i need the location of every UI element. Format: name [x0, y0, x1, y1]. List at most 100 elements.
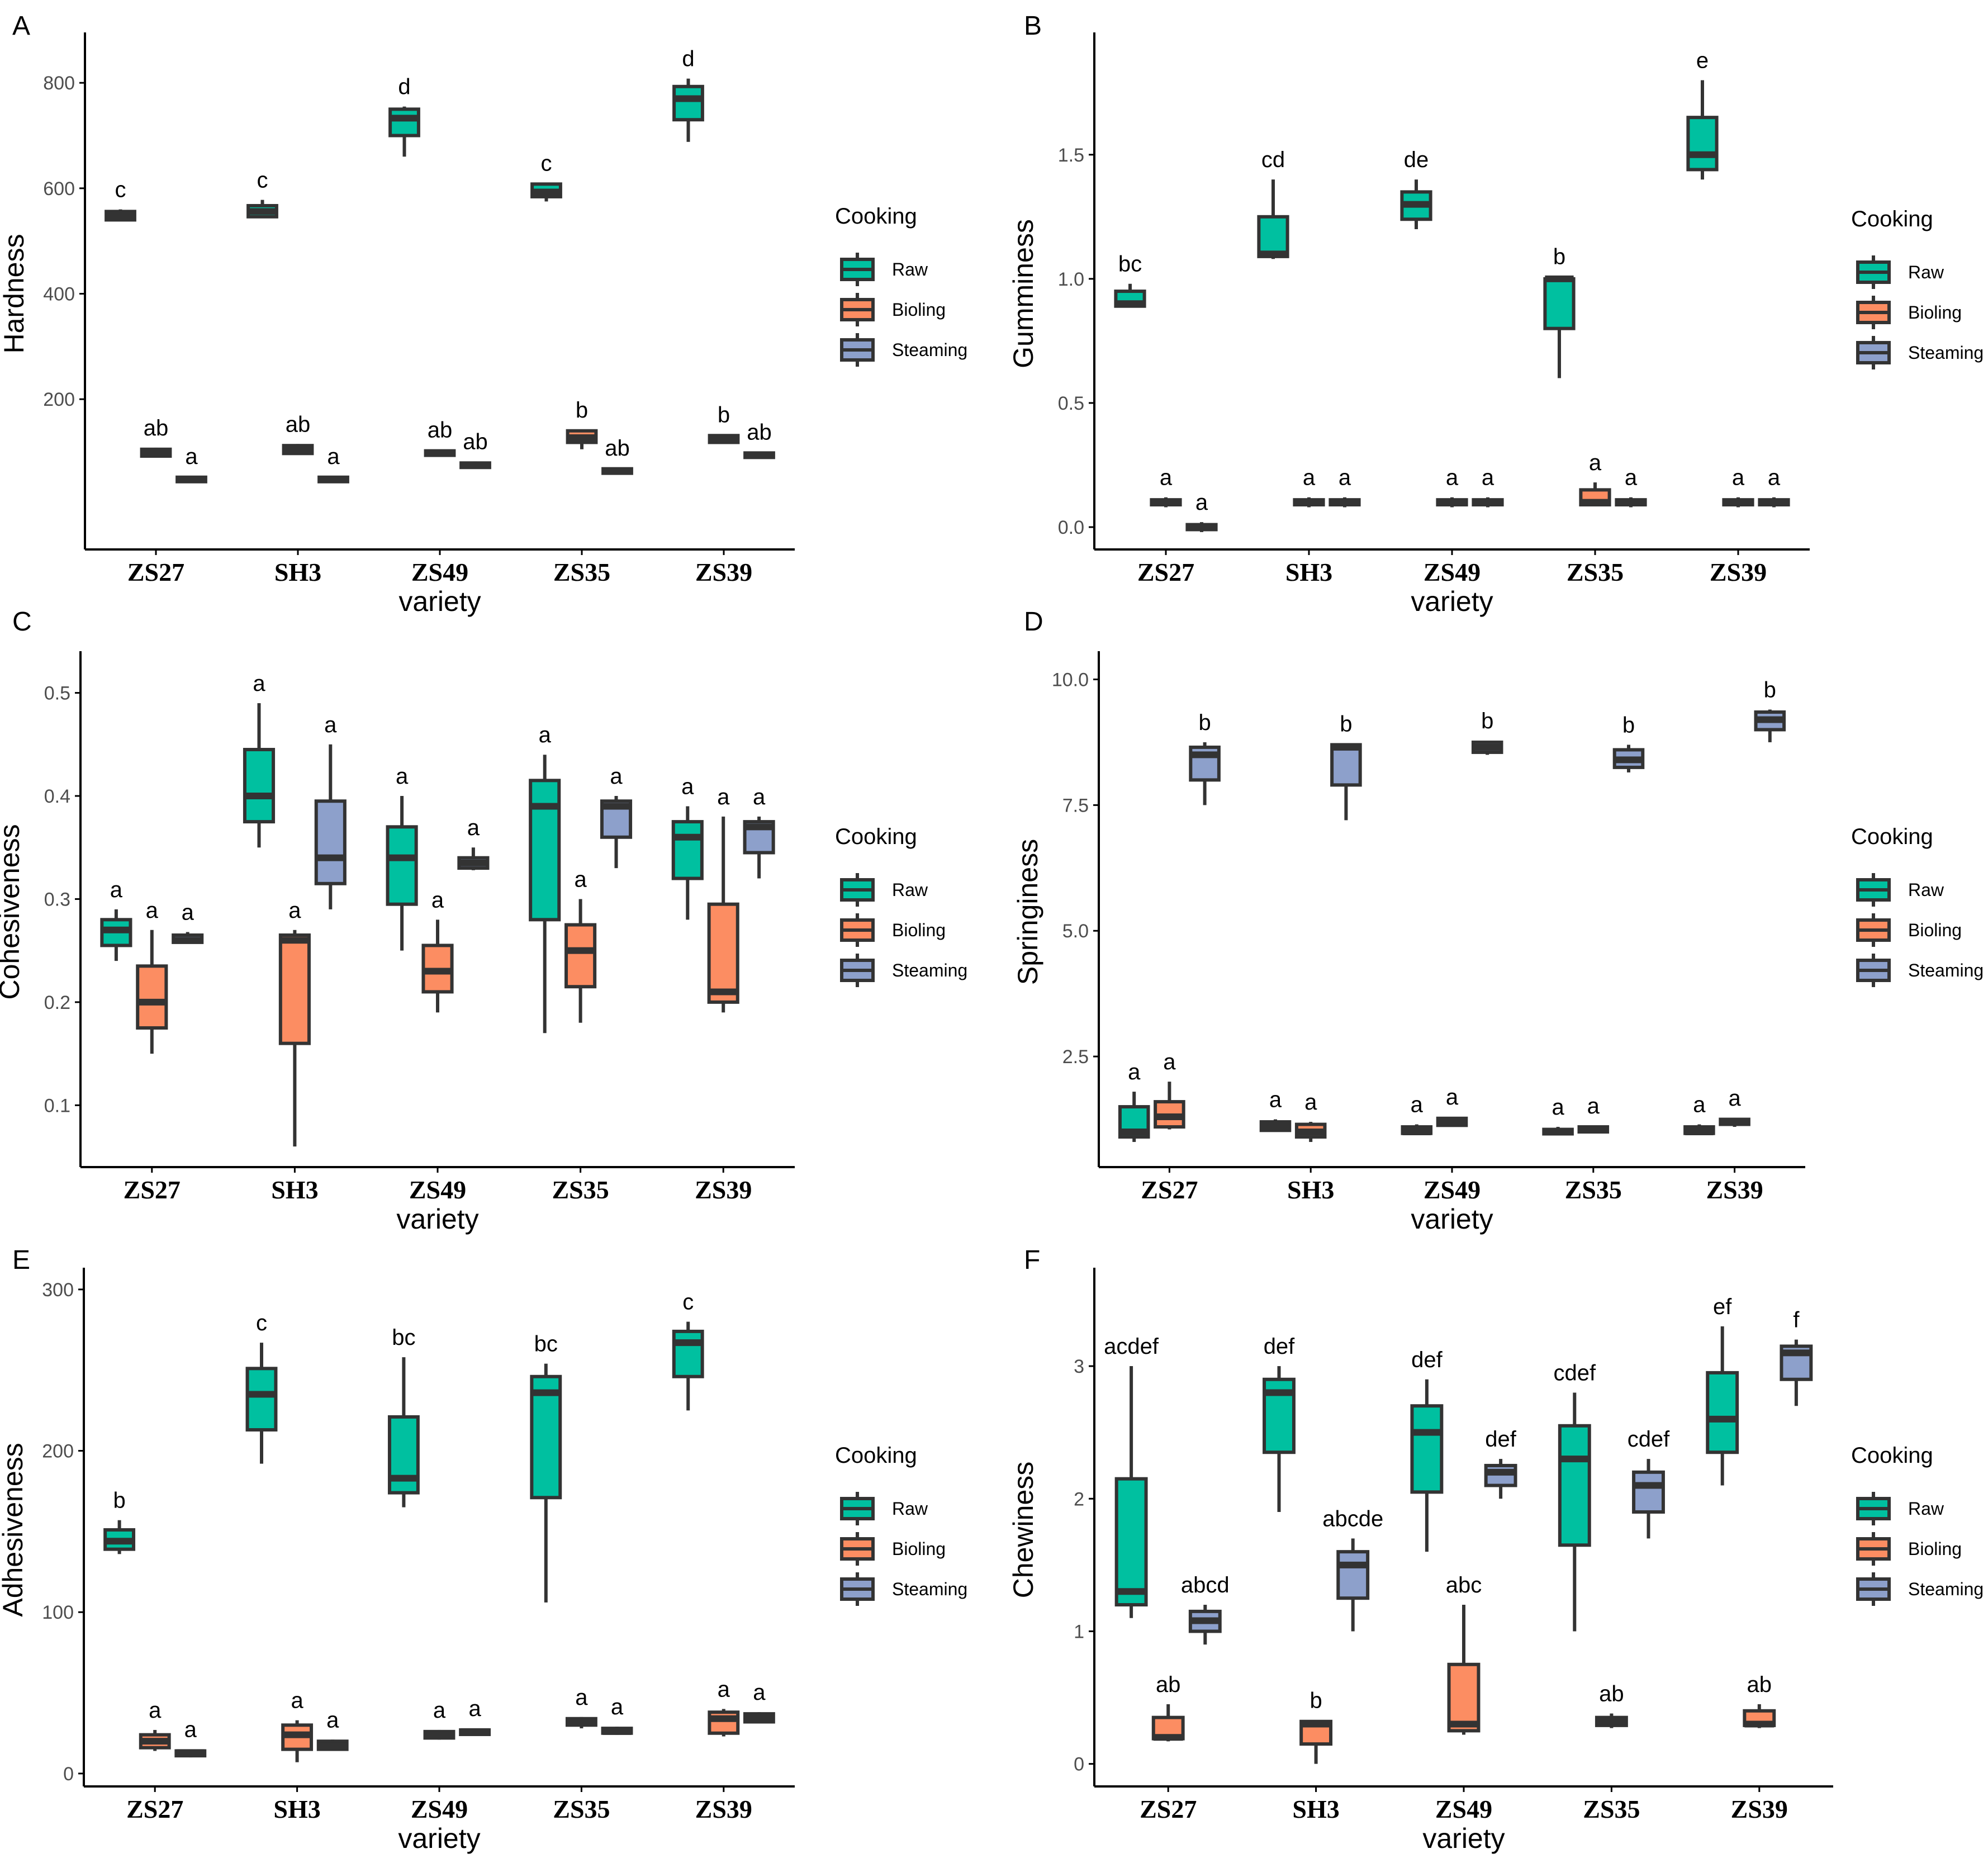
- panel-a: A 200 400 600 800 ZS27 SH3 ZS49 ZS35 ZS39 variety H…: [0, 11, 967, 617]
- box-raw: a: [1683, 1093, 1715, 1136]
- legend-item-steaming: Steaming: [840, 1572, 967, 1606]
- box-bioling: a: [1722, 466, 1754, 508]
- box-steaming: b: [1471, 709, 1503, 755]
- x-tick-label: ZS49: [1424, 1175, 1481, 1204]
- legend-label: Bioling: [892, 1539, 946, 1559]
- significance-label: f: [1793, 1308, 1800, 1333]
- x-tick-label: ZS27: [126, 1795, 183, 1823]
- x-tick-label: ZS27: [127, 558, 184, 586]
- legend-item-raw: Raw: [840, 873, 928, 907]
- y-axis-title: Adhesiveness: [0, 1443, 29, 1617]
- x-tick-label: ZS35: [553, 1795, 610, 1823]
- significance-label: def: [1411, 1348, 1443, 1372]
- legend-item-bioling: Bioling: [1856, 1532, 1962, 1566]
- x-axis-title: variety: [398, 1823, 480, 1854]
- legend-item-bioling: Bioling: [840, 1532, 946, 1566]
- significance-label: c: [257, 168, 268, 193]
- significance-label: a: [1411, 1093, 1424, 1117]
- legend: Cooking Raw Bioling Steaming: [1851, 824, 1984, 987]
- box-bioling: a: [1293, 466, 1325, 508]
- significance-label: e: [1696, 49, 1709, 73]
- legend-title: Cooking: [1851, 1443, 1933, 1468]
- box-bioling: a: [1577, 1094, 1610, 1134]
- legend-title: Cooking: [1851, 824, 1933, 849]
- x-axis-title: variety: [1411, 586, 1493, 617]
- box-bioling: a: [1579, 451, 1611, 507]
- x-tick-label: ZS27: [1137, 558, 1194, 586]
- box-bioling: a: [565, 1685, 597, 1729]
- box-steaming: ab: [459, 429, 491, 470]
- box-steaming: a: [1185, 490, 1218, 532]
- y-axis-title: Springiness: [1012, 839, 1043, 985]
- box-bioling: ab: [1743, 1672, 1776, 1728]
- x-tick-label: ZS27: [124, 1175, 181, 1204]
- legend-item-steaming: Steaming: [840, 954, 967, 987]
- x-tick-label: SH3: [1285, 558, 1332, 586]
- box-raw: a: [671, 774, 704, 920]
- x-axis-title: variety: [396, 1203, 478, 1235]
- legend-item-raw: Raw: [1856, 1492, 1944, 1525]
- box-bioling: a: [1436, 466, 1468, 508]
- box-steaming: a: [175, 444, 207, 483]
- legend-label: Bioling: [1908, 1539, 1962, 1559]
- y-tick-label: 0.1: [44, 1095, 70, 1116]
- legend-label: Raw: [1908, 1499, 1944, 1519]
- significance-label: b: [576, 398, 588, 423]
- significance-label: c: [256, 1311, 267, 1335]
- box-body: [707, 902, 739, 1004]
- x-tick-label: ZS35: [1583, 1795, 1640, 1823]
- legend-label: Bioling: [892, 920, 946, 940]
- box-raw: bc: [1114, 252, 1146, 308]
- y-tick-label: 600: [43, 178, 75, 200]
- y-tick-label: 0.0: [1058, 517, 1084, 538]
- legend-title: Cooking: [835, 1443, 917, 1468]
- box-steaming: a: [459, 1696, 491, 1736]
- significance-label: a: [1269, 1088, 1282, 1112]
- box-raw: c: [245, 1311, 278, 1464]
- panel-letter: E: [12, 1245, 30, 1275]
- y-tick-label: 0.4: [44, 786, 70, 807]
- legend-item-steaming: Steaming: [840, 333, 967, 367]
- box-steaming: cdef: [1628, 1427, 1670, 1539]
- significance-label: a: [717, 785, 730, 809]
- box-raw: ef: [1706, 1295, 1739, 1486]
- box-bioling: a: [707, 785, 739, 1013]
- x-tick-label: ZS39: [695, 1175, 752, 1204]
- box-bioling: a: [1154, 1050, 1185, 1130]
- x-tick-label: SH3: [1287, 1175, 1334, 1204]
- significance-label: a: [396, 764, 409, 789]
- significance-label: b: [1481, 709, 1493, 733]
- significance-label: d: [682, 47, 694, 72]
- y-tick-label: 1.0: [1058, 269, 1084, 290]
- box-steaming: a: [1615, 466, 1647, 508]
- significance-label: ef: [1713, 1295, 1732, 1319]
- box-steaming: def: [1484, 1427, 1517, 1499]
- legend-label: Bioling: [892, 300, 946, 320]
- box-steaming: b: [1330, 712, 1362, 821]
- box-steaming: a: [174, 1718, 207, 1758]
- box-raw: def: [1410, 1348, 1444, 1552]
- significance-label: a: [146, 898, 159, 923]
- legend-label: Raw: [1908, 262, 1944, 282]
- y-tick-label: 0.5: [44, 683, 70, 704]
- significance-label: abcd: [1181, 1573, 1230, 1597]
- y-axis-title: Gumminess: [1008, 219, 1039, 368]
- legend-label: Raw: [892, 1499, 928, 1519]
- significance-label: b: [718, 402, 730, 427]
- x-axis-title: variety: [1422, 1823, 1505, 1854]
- y-tick-label: 0: [63, 1764, 74, 1785]
- box-bioling: b: [1299, 1688, 1333, 1764]
- box-steaming: a: [601, 1695, 633, 1735]
- box-body: [245, 1367, 278, 1432]
- legend: Cooking Raw Bioling Steaming: [835, 1443, 967, 1606]
- box-raw: acdef: [1104, 1334, 1159, 1618]
- significance-label: a: [1160, 466, 1173, 490]
- box-steaming: abcd: [1181, 1573, 1230, 1645]
- box-body: [1447, 1662, 1481, 1733]
- box-body: [1632, 1470, 1665, 1514]
- legend-label: Bioling: [1908, 302, 1962, 323]
- x-tick-label: ZS49: [411, 558, 468, 586]
- box-bioling: abc: [1446, 1573, 1482, 1735]
- significance-label: bc: [392, 1325, 415, 1350]
